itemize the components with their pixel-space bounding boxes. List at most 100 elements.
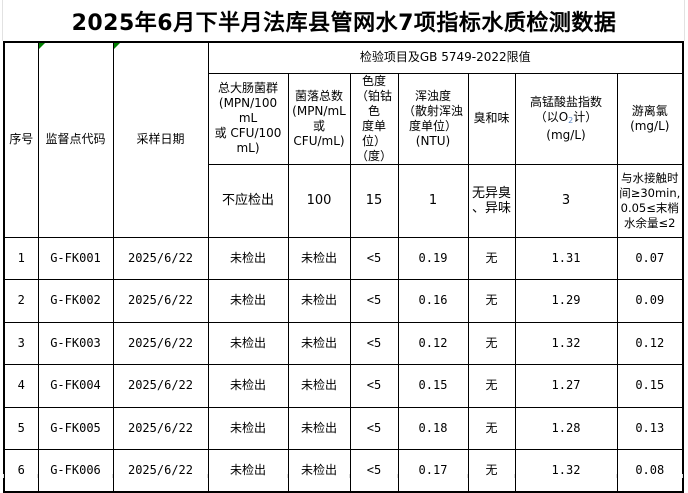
cell-color-degree[interactable]: <5 [349,236,399,280]
cell-color-degree[interactable]: <5 [349,279,399,323]
error-flag-triangle-icon [114,43,120,49]
cell-odor-taste[interactable]: 无 [467,364,516,408]
cell-permanganate-index[interactable]: 1.28 [514,406,618,450]
cell-turbidity[interactable]: 0.18 [397,406,469,450]
cell-permanganate-index[interactable]: 1.27 [514,364,618,408]
limit-permanganate-index[interactable]: 3 [514,163,618,238]
cell-total-coliforms[interactable]: 未检出 [207,364,289,408]
cell-site-code[interactable]: G-FK004 [37,364,114,408]
cell-serial[interactable]: 5 [3,406,39,450]
header-turbidity[interactable]: 浑浊度 （散射浑浊 度单位） (NTU) [397,72,469,165]
cell-odor-taste[interactable]: 无 [467,236,516,280]
header-total-coliforms[interactable]: 总大肠菌群 (MPN/100 mL 或 CFU/100 mL) [207,72,289,165]
oxygen-subscript: 2 [568,115,574,125]
cell-sample-date[interactable]: 2025/6/22 [112,236,209,280]
gridline-stub [287,474,288,478]
cell-serial[interactable]: 2 [3,279,39,323]
cell-free-chlorine[interactable]: 0.09 [616,279,684,323]
cell-color-degree[interactable]: <5 [349,364,399,408]
cell-turbidity[interactable]: 0.15 [397,364,469,408]
cell-permanganate-index[interactable]: 1.32 [514,321,618,365]
group-header-row: 序号 监督点代码 采样日期 检验项目及GB 5749-2022限值 [3,41,684,238]
header-sample-date[interactable]: 采样日期 [112,41,209,238]
limit-color-degree[interactable]: 15 [349,163,399,238]
cell-turbidity[interactable]: 0.19 [397,236,469,280]
cell-site-code[interactable]: G-FK001 [37,236,114,280]
cell-serial[interactable]: 4 [3,364,39,408]
cell-odor-taste[interactable]: 无 [467,449,516,493]
sheet-title[interactable]: 2025年6月下半月法库县管网水7项指标水质检测数据 [71,10,617,36]
permanganate-label-pre: 高锰酸盐指数 （以O [529,94,602,124]
limit-bacterial-count[interactable]: 100 [287,163,351,238]
cell-sample-date[interactable]: 2025/6/22 [112,406,209,450]
cell-color-degree[interactable]: <5 [349,406,399,450]
table-row: 6 G-FK006 2025/6/22 未检出 未检出 <5 0.17 无 1.32 0.08 [3,449,684,493]
cell-bacterial-count[interactable]: 未检出 [287,364,351,408]
cell-sample-date[interactable]: 2025/6/22 [112,449,209,493]
limit-free-chlorine[interactable]: 与水接触时 间≥30min, 0.05≤末梢 水余量≤2 [616,163,684,238]
cell-serial[interactable]: 3 [3,321,39,365]
cell-permanganate-index[interactable]: 1.29 [514,279,618,323]
cell-total-coliforms[interactable]: 未检出 [207,321,289,365]
gridline-stub [616,474,617,478]
cell-permanganate-index[interactable]: 1.31 [514,236,618,280]
cell-site-code[interactable]: G-FK006 [37,449,114,493]
header-odor-taste[interactable]: 臭和味 [467,72,516,165]
cell-free-chlorine[interactable]: 0.15 [616,364,684,408]
header-section: 序号 监督点代码 采样日期 检验项目及GB 5749-2022限值 总大肠菌群 … [3,41,684,238]
cell-turbidity[interactable]: 0.16 [397,279,469,323]
header-site-code[interactable]: 监督点代码 [37,41,114,238]
cell-free-chlorine[interactable]: 0.08 [616,449,684,493]
permanganate-label-post: 计） (mg/L) [546,109,598,142]
header-color-degree[interactable]: 色度 （铂钴色 度单位） （度） [349,72,399,165]
header-bacterial-count[interactable]: 菌落总数 (MPN/mL 或 CFU/mL) [287,72,351,165]
table-row: 3 G-FK003 2025/6/22 未检出 未检出 <5 0.12 无 1.32 0.12 [3,321,684,365]
cell-total-coliforms[interactable]: 未检出 [207,279,289,323]
cell-bacterial-count[interactable]: 未检出 [287,406,351,450]
cell-free-chlorine[interactable]: 0.07 [616,236,684,280]
cell-serial[interactable]: 6 [3,449,39,493]
cell-site-code[interactable]: G-FK005 [37,406,114,450]
cell-bacterial-count[interactable]: 未检出 [287,449,351,493]
header-group-title[interactable]: 检验项目及GB 5749-2022限值 [207,41,684,74]
gridline-stub [3,474,4,478]
cell-total-coliforms[interactable]: 未检出 [207,236,289,280]
cell-total-coliforms[interactable]: 未检出 [207,449,289,493]
cell-sample-date[interactable]: 2025/6/22 [112,321,209,365]
cell-sample-date[interactable]: 2025/6/22 [112,364,209,408]
limit-odor-taste[interactable]: 无异臭 、异味 [467,163,516,238]
gridline-stub [37,474,38,478]
cell-bacterial-count[interactable]: 未检出 [287,321,351,365]
cell-sample-date[interactable]: 2025/6/22 [112,279,209,323]
header-serial[interactable]: 序号 [3,41,39,238]
limit-total-coliforms[interactable]: 不应检出 [207,163,289,238]
gridline-stub [467,474,468,478]
cell-turbidity[interactable]: 0.17 [397,449,469,493]
table-row: 2 G-FK002 2025/6/22 未检出 未检出 <5 0.16 无 1.29 0.09 [3,279,684,323]
gridline-stub-strip [0,474,688,478]
cell-odor-taste[interactable]: 无 [467,406,516,450]
parameter-header-row: 总大肠菌群 (MPN/100 mL 或 CFU/100 mL) 菌落总数 (MP… [4,72,684,165]
gridline-stub [514,474,515,478]
cell-color-degree[interactable]: <5 [349,449,399,493]
table-row: 4 G-FK004 2025/6/22 未检出 未检出 <5 0.15 无 1.27 0.15 [3,364,684,408]
limit-row: 不应检出 100 15 1 无异臭 、异味 3 与水接触时 间≥30min, 0… [4,163,684,238]
cell-site-code[interactable]: G-FK003 [37,321,114,365]
cell-bacterial-count[interactable]: 未检出 [287,279,351,323]
cell-site-code[interactable]: G-FK002 [37,279,114,323]
cell-free-chlorine[interactable]: 0.13 [616,406,684,450]
limit-turbidity[interactable]: 1 [397,163,469,238]
faint-gridline-left [2,0,3,41]
cell-free-chlorine[interactable]: 0.12 [616,321,684,365]
header-free-chlorine[interactable]: 游离氯 (mg/L) [616,72,684,165]
cell-color-degree[interactable]: <5 [349,321,399,365]
cell-serial[interactable]: 1 [3,236,39,280]
header-permanganate-index[interactable]: 高锰酸盐指数 （以O2计） (mg/L) [514,72,618,165]
cell-odor-taste[interactable]: 无 [467,279,516,323]
cell-permanganate-index[interactable]: 1.32 [514,449,618,493]
table-row: 5 G-FK005 2025/6/22 未检出 未检出 <5 0.18 无 1.28 0.13 [3,406,684,450]
cell-total-coliforms[interactable]: 未检出 [207,406,289,450]
cell-bacterial-count[interactable]: 未检出 [287,236,351,280]
cell-turbidity[interactable]: 0.12 [397,321,469,365]
cell-odor-taste[interactable]: 无 [467,321,516,365]
